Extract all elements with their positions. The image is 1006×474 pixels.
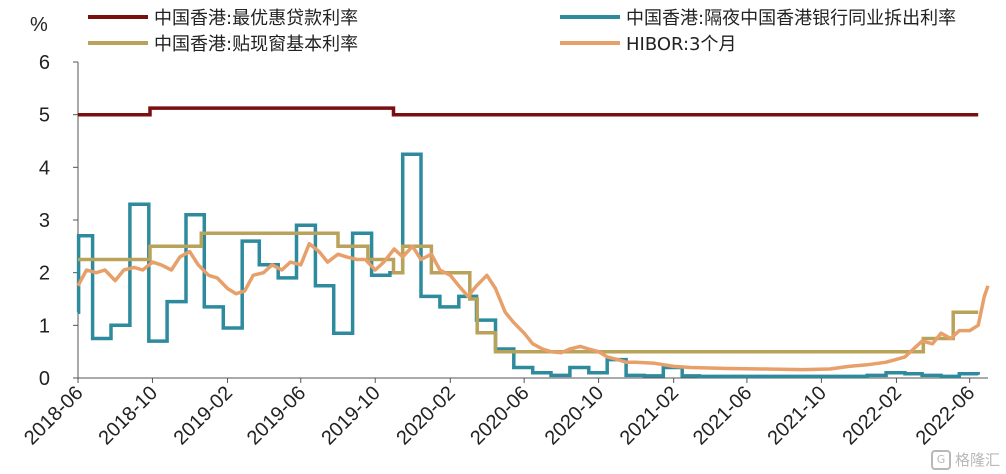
y-axis-unit: % [30, 14, 48, 36]
x-tick-label: 2018-10 [95, 382, 162, 449]
legend-swatch [88, 15, 148, 19]
x-tick-label: 2019-02 [170, 382, 237, 449]
x-tick-label: 2020-02 [392, 382, 459, 449]
series-line-0 [78, 106, 979, 117]
x-tick-label: 2020-06 [466, 382, 533, 449]
y-tick-label: 5 [39, 105, 50, 127]
y-tick-label: 6 [39, 52, 50, 74]
x-tick-label: 2021-02 [616, 382, 683, 449]
series-line-1 [76, 152, 980, 379]
y-tick-label: 3 [39, 210, 50, 232]
legend-item-prime-rate: 中国香港:最优惠贷款利率 [88, 6, 359, 29]
legend-label: 中国香港:贴现窗基本利率 [154, 34, 359, 55]
chart-series [76, 106, 990, 379]
legend-label: 中国香港:最优惠贷款利率 [154, 8, 359, 29]
watermark-logo-icon: G [930, 449, 951, 470]
y-tick-label: 4 [39, 157, 50, 179]
x-tick-label: 2022-02 [839, 382, 906, 449]
legend-label: 中国香港:隔夜中国香港银行同业拆出利率 [626, 8, 957, 29]
x-tick-label: 2021-10 [763, 382, 830, 449]
x-tick-label: 2021-06 [689, 382, 756, 449]
legend-swatch [560, 41, 620, 45]
series-line-hibor-0 [76, 241, 990, 372]
watermark: G 格隆汇 [930, 449, 1000, 470]
x-tick-label: 2022-06 [912, 382, 979, 449]
y-tick-label: 1 [39, 315, 50, 337]
x-tick-label: 2020-10 [541, 382, 608, 449]
x-tick-label: 2018-06 [20, 382, 87, 449]
series-line-2 [78, 231, 979, 354]
x-tick-label: 2019-06 [243, 382, 310, 449]
legend-swatch [560, 15, 620, 19]
y-tick-label: 2 [39, 263, 50, 285]
y-tick-label: 0 [39, 368, 50, 390]
legend-item-overnight-hibor: 中国香港:隔夜中国香港银行同业拆出利率 [560, 6, 957, 29]
legend-item-hibor-3m: HIBOR:3个月 [560, 32, 737, 55]
legend-item-discount-window: 中国香港:贴现窗基本利率 [88, 32, 359, 55]
x-tick-label: 2019-10 [317, 382, 384, 449]
chart-axes: 0 1 2 3 4 5 6 2018-06 2018-10 2019-02 2019-06 2019-… [20, 52, 988, 449]
watermark-text: 格隆汇 [954, 451, 1000, 469]
legend-label: HIBOR:3个月 [626, 34, 737, 55]
legend-swatch [88, 41, 148, 45]
